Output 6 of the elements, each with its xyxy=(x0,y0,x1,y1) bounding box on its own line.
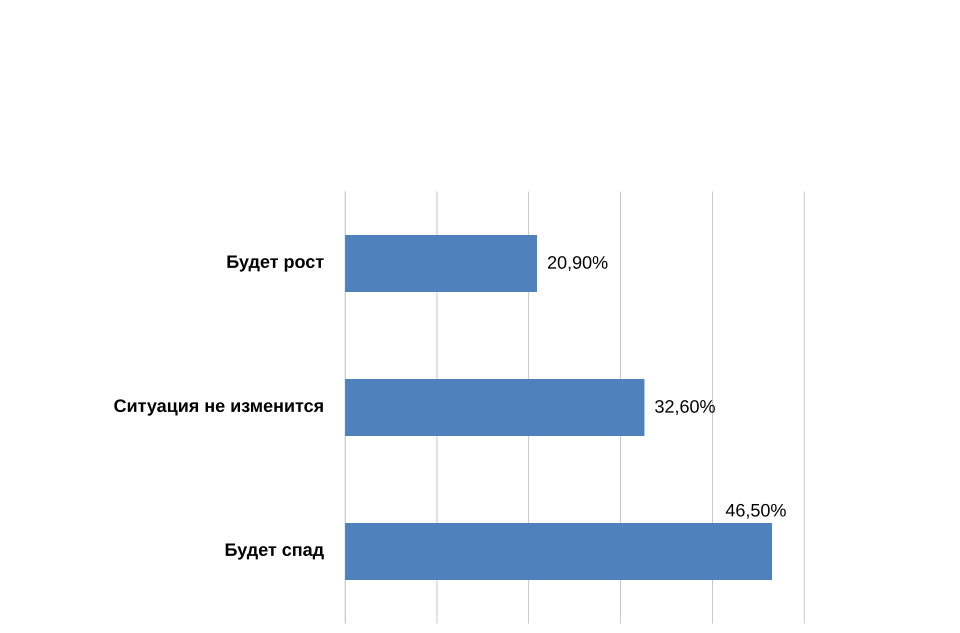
data-label: 20,90% xyxy=(548,256,608,272)
data-label: 32,60% xyxy=(655,400,715,416)
data-label: 46,50% xyxy=(726,504,786,519)
y-tick-label: Ситуация не изменится xyxy=(114,400,323,416)
y-tick-label: Будет рост xyxy=(227,256,324,272)
y-tick-label: Будет спад xyxy=(226,544,324,560)
